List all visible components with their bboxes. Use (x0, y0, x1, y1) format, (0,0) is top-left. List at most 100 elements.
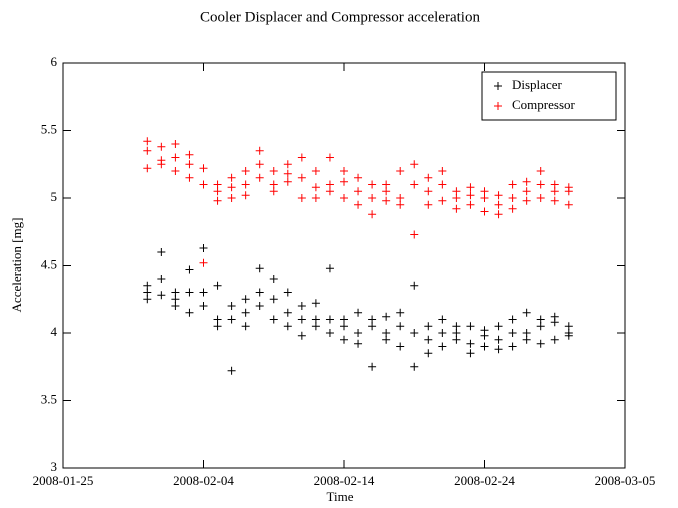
point (171, 295, 180, 304)
point (213, 322, 222, 331)
point (550, 180, 559, 189)
point (494, 191, 503, 200)
point (480, 342, 489, 351)
point (325, 329, 334, 337)
y-tick-label: 4 (51, 324, 58, 339)
point (466, 200, 475, 209)
legend-box (481, 71, 617, 121)
point (564, 200, 573, 209)
point (255, 264, 264, 273)
point (550, 318, 559, 327)
point (382, 196, 391, 205)
legend-marker (494, 82, 502, 90)
point (269, 180, 278, 189)
point (311, 322, 320, 331)
point (564, 331, 573, 340)
x-tick-label: 2008-02-14 (314, 473, 375, 488)
point (452, 329, 461, 337)
point (340, 335, 348, 344)
point (466, 191, 475, 200)
point (410, 230, 419, 239)
point (227, 366, 236, 375)
point (508, 315, 517, 324)
point (438, 167, 447, 175)
y-tick-label: 3.5 (41, 391, 57, 406)
point (340, 322, 348, 331)
point (396, 308, 405, 317)
point (424, 322, 433, 331)
point (438, 315, 447, 324)
x-tick-label: 2008-01-25 (33, 473, 94, 488)
point (382, 312, 391, 321)
point (143, 146, 152, 155)
point (213, 315, 222, 324)
point (325, 264, 334, 273)
point (255, 302, 264, 310)
point (199, 164, 208, 173)
point (255, 173, 264, 182)
legend-label: Displacer (512, 77, 562, 92)
point (410, 329, 419, 337)
point (410, 281, 419, 290)
point (227, 315, 236, 324)
point (536, 180, 545, 189)
point (424, 200, 433, 209)
point (480, 207, 489, 216)
point (311, 299, 320, 308)
point (241, 191, 250, 200)
point (143, 281, 152, 290)
point (424, 349, 433, 358)
point (143, 164, 152, 173)
point (213, 180, 222, 189)
point (494, 322, 503, 331)
point (564, 183, 573, 192)
point (354, 200, 363, 209)
point (185, 150, 194, 159)
point (368, 362, 377, 371)
point (283, 322, 292, 331)
point (255, 288, 264, 297)
point (536, 322, 545, 331)
point (325, 187, 334, 196)
point (199, 258, 208, 267)
point (311, 315, 320, 324)
point (424, 173, 433, 182)
point (269, 187, 278, 196)
point (227, 173, 236, 182)
x-axis-label: Time (327, 489, 354, 504)
point (311, 194, 320, 202)
point (410, 160, 419, 169)
point (199, 180, 208, 189)
point (340, 315, 348, 324)
point (199, 302, 208, 310)
point (283, 160, 292, 169)
point (382, 329, 391, 337)
point (410, 362, 419, 371)
point (227, 194, 236, 202)
point (452, 322, 461, 331)
point (536, 339, 545, 348)
point (522, 187, 531, 196)
point (340, 167, 348, 175)
x-tick-label: 2008-02-04 (173, 473, 234, 488)
point (255, 146, 264, 155)
point (452, 194, 461, 202)
point (494, 335, 503, 344)
point (382, 335, 391, 344)
plot-frame (62, 62, 626, 469)
point (354, 308, 363, 317)
point (396, 200, 405, 209)
point (297, 194, 306, 202)
point (354, 329, 363, 337)
point (424, 335, 433, 344)
chart-title: Cooler Displacer and Compressor accelera… (200, 9, 480, 25)
point (508, 194, 517, 202)
point (354, 173, 363, 182)
point (494, 210, 503, 219)
point (480, 187, 489, 196)
point (283, 177, 292, 186)
point (340, 177, 348, 186)
y-tick-label: 3 (51, 459, 58, 474)
point (325, 315, 334, 324)
